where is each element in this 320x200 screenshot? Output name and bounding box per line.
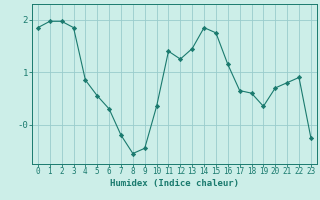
X-axis label: Humidex (Indice chaleur): Humidex (Indice chaleur) [110,179,239,188]
